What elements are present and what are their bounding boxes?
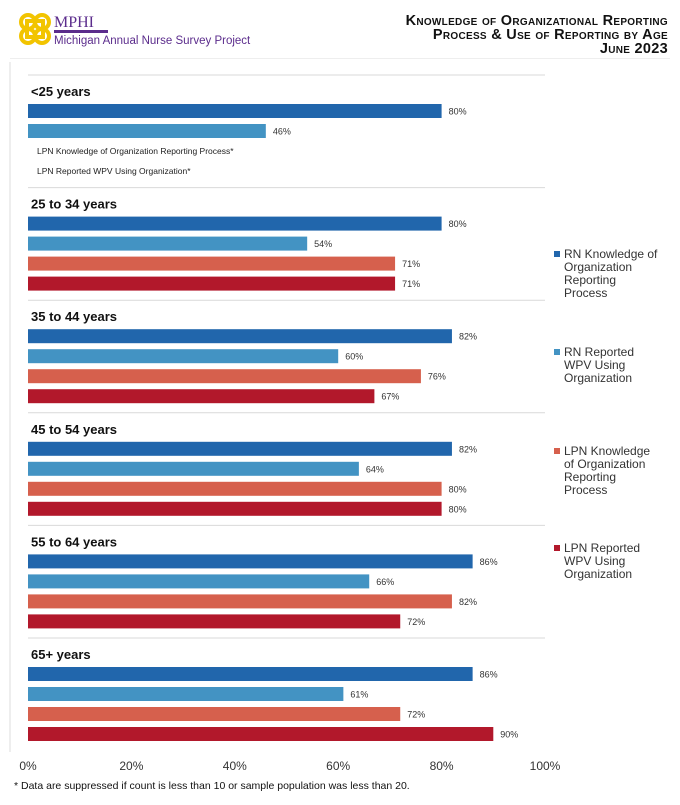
- data-label: 80%: [449, 484, 467, 494]
- data-label: 60%: [345, 352, 363, 362]
- group-label: 25 to 34 years: [31, 197, 117, 212]
- data-label: 46%: [273, 127, 291, 137]
- legend-swatch: [554, 349, 560, 355]
- bar: [28, 501, 442, 516]
- legend-swatch: [554, 251, 560, 257]
- bar: [28, 667, 473, 681]
- legend-label: RN Knowledge of: [564, 247, 658, 261]
- bar: [28, 727, 494, 741]
- logo-subtitle: Michigan Annual Nurse Survey Project: [54, 35, 251, 47]
- x-tick-label: 100%: [530, 759, 561, 773]
- bar: [28, 441, 452, 456]
- header-divider: [10, 58, 670, 59]
- data-label: 86%: [480, 670, 498, 680]
- group-label: 55 to 64 years: [31, 534, 117, 549]
- legend-label: WPV Using: [564, 358, 625, 372]
- bar: [28, 104, 442, 118]
- footnote: * Data are suppressed if count is less t…: [14, 780, 410, 792]
- bar: [28, 369, 421, 384]
- logo-knot-icon: [19, 13, 51, 45]
- bar: [28, 461, 359, 476]
- data-label: 76%: [428, 372, 446, 382]
- x-tick-label: 60%: [326, 759, 350, 773]
- bar: [28, 276, 396, 291]
- legend-label: Process: [564, 286, 607, 300]
- bar: [28, 707, 401, 721]
- bar: [28, 329, 452, 344]
- bar: [28, 554, 473, 569]
- data-label: 66%: [376, 577, 394, 587]
- legend-label: Organization: [564, 371, 632, 385]
- bar: [28, 124, 266, 138]
- data-label: 82%: [459, 444, 477, 454]
- bar: [28, 256, 396, 271]
- mphi-logo: MPHI Michigan Annual Nurse Survey Projec…: [14, 10, 250, 50]
- title-line-2: Process & Use of Reporting by Age: [432, 27, 668, 43]
- data-label: 72%: [407, 617, 425, 627]
- data-label: 86%: [480, 557, 498, 567]
- data-label: 90%: [500, 730, 518, 740]
- bar: [28, 574, 370, 589]
- legend-label: Organization: [564, 260, 632, 274]
- logo-name: MPHI: [54, 15, 109, 33]
- legend-label: Process: [564, 483, 607, 497]
- group-label: <25 years: [31, 84, 91, 99]
- legend-swatch: [554, 448, 560, 454]
- data-label: 61%: [350, 690, 368, 700]
- legend-label: LPN Reported: [564, 541, 640, 555]
- data-label: 72%: [407, 710, 425, 720]
- legend-label: Organization: [564, 567, 632, 581]
- legend-label: LPN Knowledge: [564, 444, 650, 458]
- data-label: 67%: [381, 392, 399, 402]
- title-line-1: Knowledge of Organizational Reporting: [405, 13, 668, 29]
- data-label: 54%: [314, 239, 332, 249]
- data-label: 82%: [459, 332, 477, 342]
- chart-title: Knowledge of Organizational Reporting Pr…: [405, 13, 668, 57]
- title-line-3: June 2023: [599, 41, 668, 57]
- legend-label: Reporting: [564, 470, 616, 484]
- bar: [28, 349, 339, 364]
- x-tick-label: 40%: [223, 759, 247, 773]
- x-tick-label: 20%: [119, 759, 143, 773]
- bar: [28, 236, 308, 251]
- bar: [28, 389, 375, 404]
- group-label: 45 to 54 years: [31, 422, 117, 437]
- bar: [28, 594, 452, 609]
- group-label: 65+ years: [31, 647, 91, 662]
- data-label: 71%: [402, 279, 420, 289]
- legend-label: of Organization: [564, 457, 645, 471]
- suppressed-label: LPN Knowledge of Organization Reporting …: [37, 146, 234, 156]
- x-tick-label: 80%: [430, 759, 454, 773]
- legend-label: RN Reported: [564, 345, 634, 359]
- bar: [28, 687, 344, 701]
- bar: [28, 216, 442, 231]
- data-label: 82%: [459, 597, 477, 607]
- data-label: 71%: [402, 259, 420, 269]
- bar: [28, 481, 442, 496]
- x-tick-label: 0%: [19, 759, 37, 773]
- data-label: 80%: [449, 219, 467, 229]
- legend-label: WPV Using: [564, 554, 625, 568]
- bar: [28, 614, 401, 629]
- data-label: 80%: [449, 504, 467, 514]
- group-label: 35 to 44 years: [31, 309, 117, 324]
- legend-label: Reporting: [564, 273, 616, 287]
- data-label: 64%: [366, 464, 384, 474]
- legend-swatch: [554, 545, 560, 551]
- suppressed-label: LPN Reported WPV Using Organization*: [37, 166, 191, 176]
- data-label: 80%: [449, 107, 467, 117]
